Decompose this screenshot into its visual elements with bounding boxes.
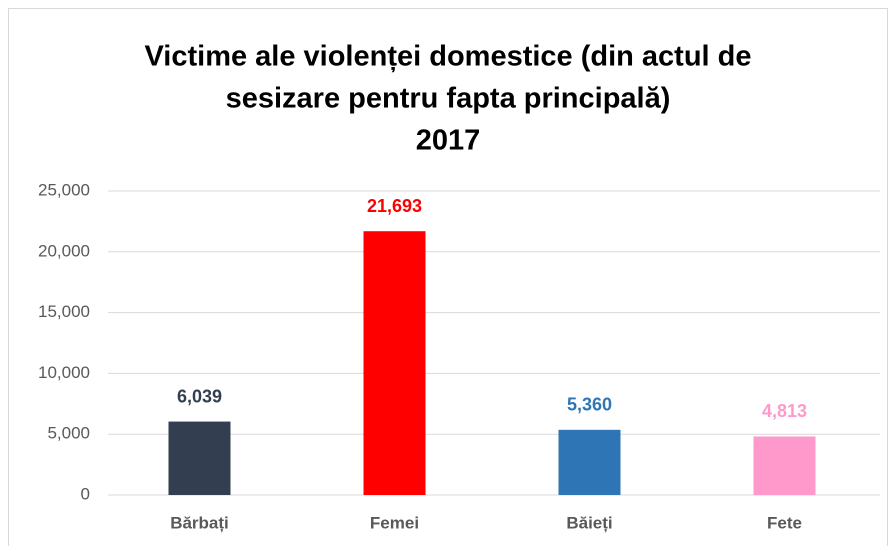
bar [168, 421, 231, 495]
chart-frame [8, 8, 888, 546]
data-label: 6,039 [177, 386, 222, 406]
y-tick-label: 25,000 [38, 180, 90, 199]
bar [363, 231, 426, 495]
data-label: 5,360 [567, 395, 612, 415]
bar [753, 436, 816, 495]
x-tick-label: Bărbați [170, 513, 229, 532]
x-tick-label: Băieți [566, 513, 612, 532]
chart-title: sesizare pentru fapta principală) [226, 83, 671, 115]
x-tick-label: Femei [370, 513, 419, 532]
y-tick-label: 10,000 [38, 363, 90, 382]
bar [558, 429, 621, 495]
y-tick-label: 15,000 [38, 302, 90, 321]
x-tick-label: Fete [767, 513, 802, 532]
y-tick-label: 5,000 [47, 424, 90, 443]
y-tick-label: 20,000 [38, 241, 90, 260]
data-label: 21,693 [367, 196, 422, 216]
y-tick-label: 0 [81, 484, 90, 503]
data-label: 4,813 [762, 401, 807, 421]
chart-title: Victime ale violenței domestice (din act… [144, 41, 751, 73]
chart-title: 2017 [416, 125, 481, 157]
